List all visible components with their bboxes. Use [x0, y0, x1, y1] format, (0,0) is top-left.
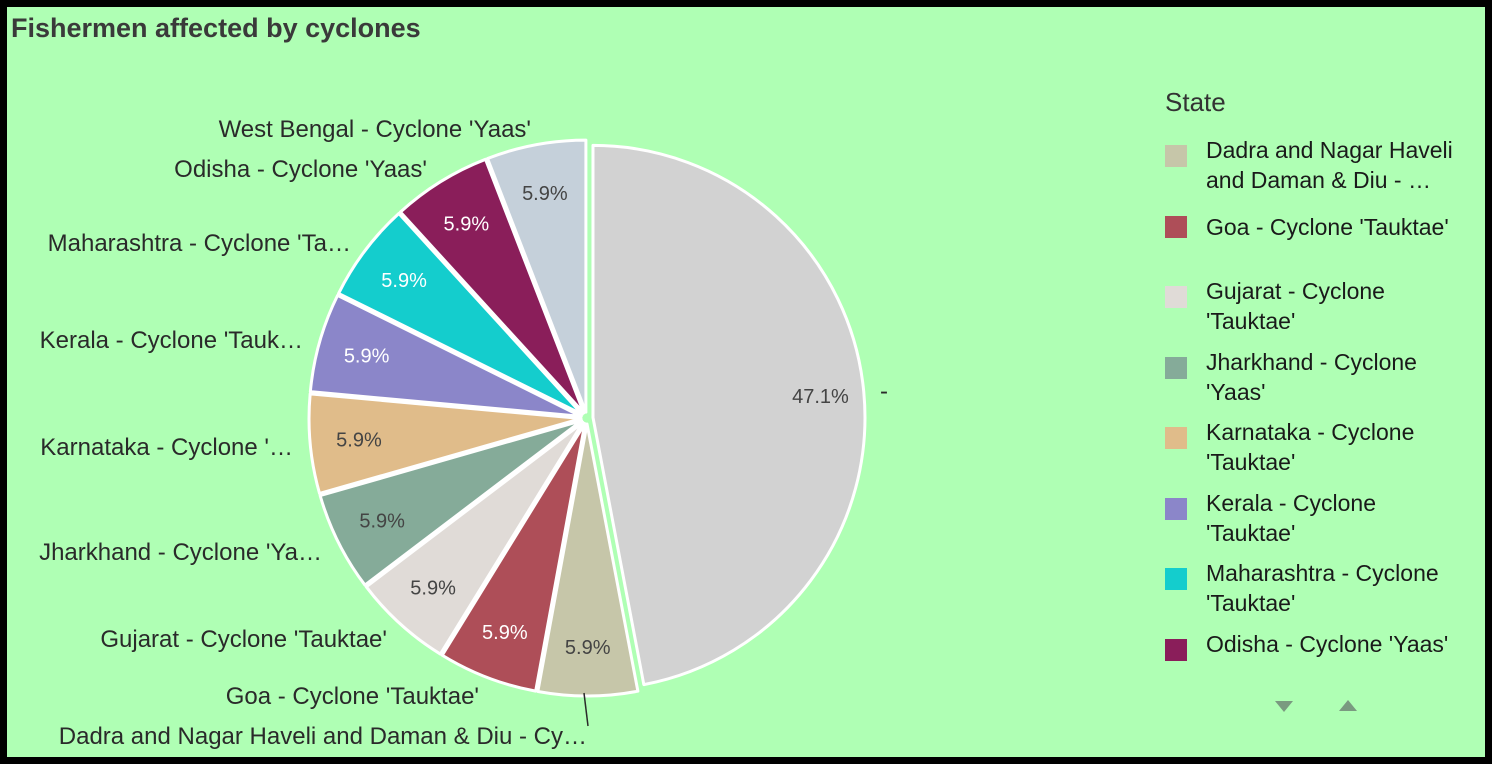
pie-slice[interactable] — [536, 422, 640, 698]
legend-swatch — [1165, 286, 1187, 308]
legend-item[interactable]: Gujarat - Cyclone 'Tauktae' — [1165, 278, 1465, 355]
slice-label: Karnataka - Cyclone '… — [40, 434, 293, 461]
legend-item[interactable]: Kerala - Cyclone 'Tauktae' — [1165, 490, 1465, 567]
legend-label: Karnataka - Cyclone 'Tauktae' — [1206, 419, 1415, 475]
slice-label: Gujarat - Cyclone 'Tauktae' — [100, 626, 387, 653]
slice-label: - — [880, 378, 888, 405]
slice-label: Kerala - Cyclone 'Tauk… — [40, 327, 303, 354]
pie-slice[interactable] — [398, 157, 586, 415]
percent-label: 5.9% — [444, 213, 490, 235]
legend-swatch — [1165, 356, 1187, 379]
pie-slices — [307, 138, 867, 698]
percent-label: 5.9% — [522, 183, 568, 205]
legend-item[interactable]: Karnataka - Cyclone 'Tauktae' — [1165, 419, 1465, 496]
chart-title: Fishermen affected by cyclones — [11, 13, 421, 43]
percent-label: 5.9% — [565, 637, 611, 659]
triangle-up-icon[interactable] — [1338, 697, 1358, 713]
legend-label: Dadra and Nagar Haveli and Daman & Diu -… — [1206, 137, 1453, 193]
legend-swatch — [1165, 497, 1187, 520]
percent-labels: 5.9% 5.9% 5.9% 5.9% 5.9% 5.9% 5.9% 5.9% 5.9% 47.1… — [336, 183, 849, 659]
leader-line — [583, 692, 589, 727]
slice-label: West Bengal - Cyclone 'Yaas' — [219, 116, 531, 143]
pie-slice[interactable] — [337, 212, 584, 416]
pie-slice[interactable] — [307, 392, 583, 495]
legend-swatch — [1165, 568, 1187, 590]
percent-label: 5.9% — [336, 430, 382, 452]
pie-slice[interactable] — [440, 422, 587, 693]
legend-item[interactable]: Jharkhand - Cyclone 'Yaas' — [1165, 349, 1465, 426]
legend-label: Jharkhand - Cyclone 'Yaas' — [1206, 348, 1417, 405]
percent-label: 5.9% — [482, 622, 528, 644]
legend-label: Kerala - Cyclone 'Tauktae' — [1206, 489, 1377, 546]
legend-label: Odisha - Cyclone 'Yaas' — [1206, 630, 1449, 657]
legend-swatch — [1165, 145, 1187, 167]
legend-label: Gujarat - Cyclone 'Tauktae' — [1206, 278, 1385, 334]
percent-label: 5.9% — [381, 270, 427, 292]
percent-label: 5.9% — [359, 511, 405, 533]
slice-label: Maharashtra - Cyclone 'Ta… — [48, 230, 351, 257]
legend-label: Goa - Cyclone 'Tauktae' — [1206, 213, 1449, 240]
pie-slice[interactable] — [318, 419, 584, 587]
slice-label: Jharkhand - Cyclone 'Ya… — [39, 539, 322, 566]
legend-item[interactable]: Odisha - Cyclone 'Yaas' — [1165, 631, 1465, 663]
legend-swatch — [1165, 638, 1187, 661]
pie-slice[interactable] — [591, 143, 867, 687]
legend-item[interactable]: Dadra and Nagar Haveli and Daman & Diu -… — [1165, 137, 1465, 214]
legend-item[interactable]: Goa - Cyclone 'Tauktae' — [1165, 214, 1465, 285]
pie-slice[interactable] — [486, 138, 588, 414]
percent-label: 5.9% — [344, 346, 390, 368]
percent-label: 47.1% — [792, 386, 849, 408]
slice-label: Odisha - Cyclone 'Yaas' — [174, 156, 427, 183]
percent-label: 5.9% — [410, 578, 456, 600]
slice-label: Goa - Cyclone 'Tauktae' — [226, 683, 479, 710]
legend-label: Maharashtra - Cyclone 'Tauktae' — [1206, 560, 1439, 616]
legend-item[interactable]: Maharashtra - Cyclone 'Tauktae' — [1165, 560, 1465, 637]
legend-title: State — [1165, 87, 1226, 117]
triangle-down-icon[interactable] — [1274, 699, 1294, 715]
slice-labels: Dadra and Nagar Haveli and Daman & Diu -… — [39, 116, 888, 750]
legend: State Dadra and Nagar Haveli and Daman &… — [1165, 87, 1465, 662]
legend-swatch — [1165, 215, 1187, 238]
leader-lines — [583, 692, 589, 727]
legend-swatch — [1165, 427, 1187, 449]
pie-chart: 5.9% 5.9% 5.9% 5.9% 5.9% 5.9% 5.9% 5.9% 5.9% 47.1… — [39, 116, 888, 750]
slice-label: Dadra and Nagar Haveli and Daman & Diu -… — [59, 723, 587, 750]
legend-items: Dadra and Nagar Haveli and Daman & Diu -… — [1165, 137, 1465, 663]
pie-slice[interactable] — [308, 293, 583, 418]
pie-slice[interactable] — [364, 420, 585, 656]
